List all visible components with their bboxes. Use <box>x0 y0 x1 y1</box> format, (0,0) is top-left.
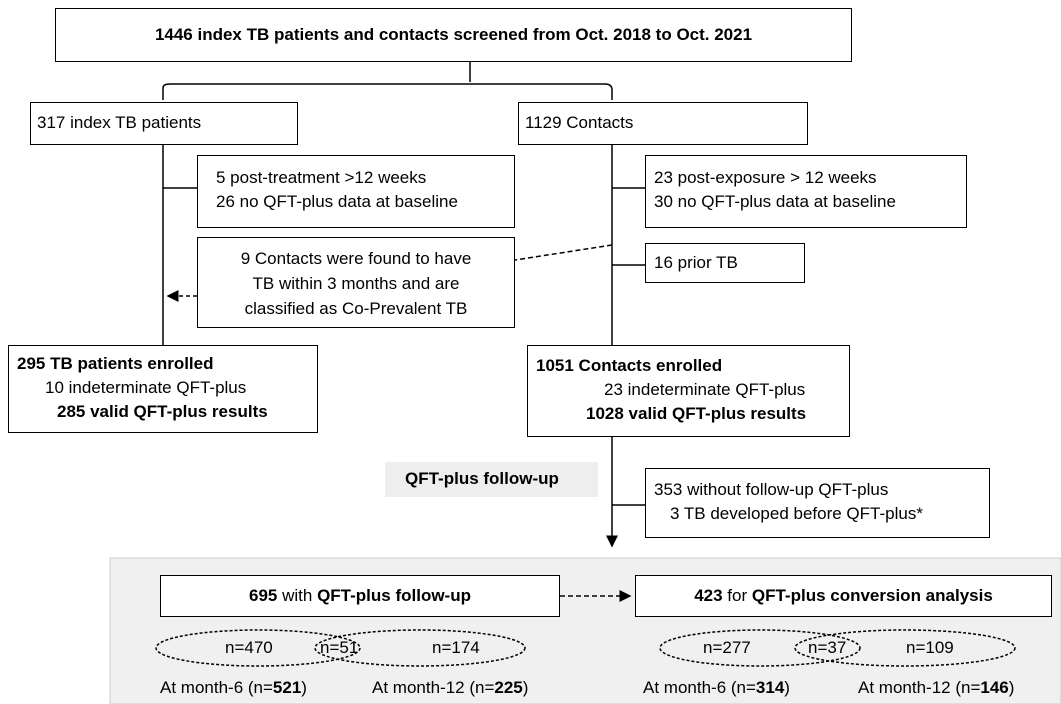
prior-tb-box: 16 prior TB <box>645 243 805 283</box>
enrolled-line: 10 indeterminate QFT-plus <box>45 378 247 397</box>
contacts-enrolled: 1051 Contacts enrolled 23 indeterminate … <box>527 345 850 437</box>
month12-label: At month-12 (n=225) <box>372 678 528 698</box>
label-text: At month-12 (n= <box>372 678 495 697</box>
note-line: TB within 3 months and are <box>252 274 460 293</box>
index-enrolled: 295 TB patients enrolled 10 indeterminat… <box>8 345 318 433</box>
index-box: 317 index TB patients <box>30 102 298 145</box>
label-count: 225 <box>494 678 523 697</box>
exclusion: 5 post-treatment >12 weeks <box>216 168 427 187</box>
note-line: classified as Co-Prevalent TB <box>244 299 468 318</box>
contact-exclusions: 23 post-exposure > 12 weeks 30 no QFT-pl… <box>645 155 967 228</box>
enrolled-line: 23 indeterminate QFT-plus <box>604 380 806 399</box>
label-text: ) <box>522 678 529 697</box>
exclusion: 26 no QFT-plus data at baseline <box>216 192 458 211</box>
label-count: 521 <box>272 678 302 697</box>
contacts-box: 1129 Contacts <box>518 102 808 145</box>
screened-box: 1446 index TB patients and contacts scre… <box>55 8 852 62</box>
count: 423 <box>694 586 723 605</box>
venn-count: n=51 <box>320 638 359 657</box>
followup-box: 695 with QFT-plus follow-up <box>160 575 560 617</box>
enrolled-line: 1028 valid QFT-plus results <box>586 404 807 423</box>
venn-count: n=174 <box>432 638 480 657</box>
exclusion: 23 post-exposure > 12 weeks <box>654 168 877 187</box>
flow-lines <box>155 62 1016 667</box>
label-count: 314 <box>755 678 785 697</box>
venn-count: n=277 <box>703 638 751 657</box>
venn-count: n=109 <box>906 638 954 657</box>
conversion-box: 423 for QFT-plus conversion analysis <box>635 575 1052 617</box>
coprevalent-note: 9 Contacts were found to have TB within … <box>197 237 515 328</box>
followup-label-bg <box>385 462 598 497</box>
contacts-label: 1129 Contacts <box>525 113 634 132</box>
enrolled-title: 1051 Contacts enrolled <box>536 356 723 375</box>
exclusion: 3 TB developed before QFT-plus* <box>670 504 923 523</box>
box-label: QFT-plus follow-up <box>317 586 471 605</box>
venn-count: n=37 <box>808 638 847 657</box>
followup-label: QFT-plus follow-up <box>405 469 559 488</box>
joiner: with <box>277 586 318 605</box>
label-count: 146 <box>980 678 1009 697</box>
followup-exclusions: 353 without follow-up QFT-plus 3 TB deve… <box>645 468 990 538</box>
enrolled-title: 295 TB patients enrolled <box>17 354 214 373</box>
prior-tb: 16 prior TB <box>654 253 738 272</box>
label-text: ) <box>301 678 307 697</box>
label-text: At month-6 (n= <box>160 678 273 697</box>
exclusion: 30 no QFT-plus data at baseline <box>654 192 896 211</box>
joiner: for <box>722 586 752 605</box>
label-text: ) <box>784 678 790 697</box>
note-line: 9 Contacts were found to have <box>240 249 472 268</box>
screened-text: 1446 index TB patients and contacts scre… <box>154 25 753 44</box>
exclusion: 353 without follow-up QFT-plus <box>654 480 889 499</box>
box-label: QFT-plus conversion analysis <box>751 586 993 605</box>
month6-label: At month-6 (n=314) <box>643 678 790 698</box>
count: 695 <box>249 586 278 605</box>
enrolled-line: 285 valid QFT-plus results <box>57 402 268 421</box>
month12-label: At month-12 (n=146) <box>858 678 1014 698</box>
index-exclusions: 5 post-treatment >12 weeks 26 no QFT-plu… <box>197 155 515 228</box>
month6-label: At month-6 (n=521) <box>160 678 307 698</box>
venn-count: n=470 <box>225 638 273 657</box>
label-text: ) <box>1008 678 1015 697</box>
index-label: 317 index TB patients <box>37 113 202 132</box>
label-text: At month-6 (n= <box>643 678 756 697</box>
label-text: At month-12 (n= <box>858 678 981 697</box>
